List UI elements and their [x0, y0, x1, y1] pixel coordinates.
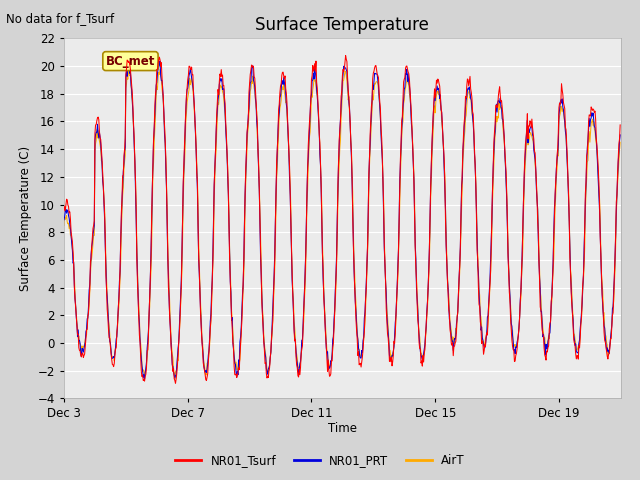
Y-axis label: Surface Temperature (C): Surface Temperature (C): [19, 146, 32, 291]
Text: BC_met: BC_met: [106, 55, 155, 68]
Legend: NR01_Tsurf, NR01_PRT, AirT: NR01_Tsurf, NR01_PRT, AirT: [170, 449, 470, 472]
X-axis label: Time: Time: [328, 422, 357, 435]
Text: No data for f_Tsurf: No data for f_Tsurf: [6, 12, 115, 25]
Title: Surface Temperature: Surface Temperature: [255, 16, 429, 34]
